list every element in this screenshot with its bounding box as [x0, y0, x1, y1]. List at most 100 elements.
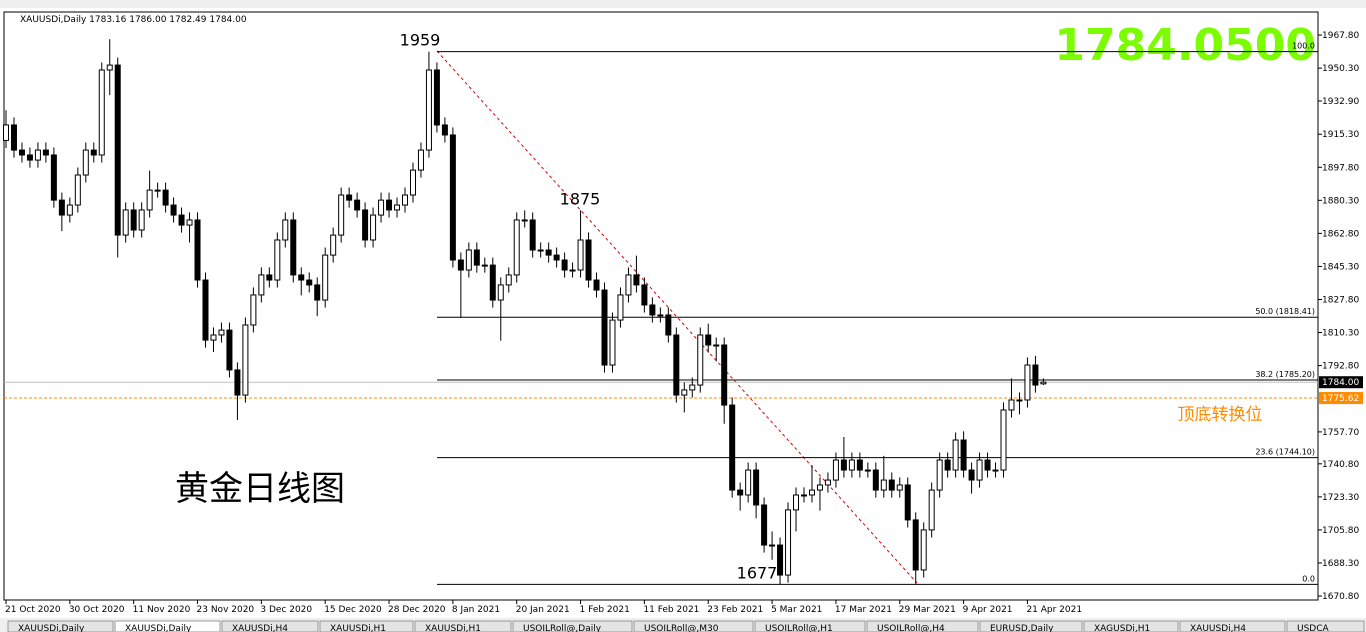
candle-body: [960, 439, 967, 471]
tab-label[interactable]: XAUUSDi,H1: [425, 624, 481, 632]
tab-label[interactable]: USOILRoll@,H4: [877, 624, 945, 632]
y-tick-label: 1862.80: [1322, 229, 1359, 239]
candle-body: [856, 459, 863, 471]
candle-body: [785, 509, 792, 576]
candle-body: [18, 149, 25, 156]
tab[interactable]: [1286, 620, 1365, 632]
fib-label: 50.0 (1818.41): [1255, 307, 1315, 316]
tab[interactable]: [633, 620, 754, 632]
candle-body: [721, 344, 728, 406]
tab[interactable]: [1179, 620, 1286, 632]
tab[interactable]: [319, 620, 414, 632]
candle-body: [537, 249, 544, 252]
chart-header: XAUUSDi,Daily 1783.16 1786.00 1782.49 17…: [20, 15, 247, 25]
tab[interactable]: [221, 620, 319, 632]
y-tick-label: 1810.30: [1322, 329, 1359, 339]
fib-label: 38.2 (1785.20): [1255, 370, 1315, 379]
tab[interactable]: [7, 620, 114, 632]
y-tick-label: 1740.80: [1322, 460, 1359, 470]
tab-label[interactable]: XAUUSDi,H4: [1190, 624, 1246, 632]
x-tick-label: 23 Nov 2020: [197, 605, 255, 615]
candle-body: [665, 314, 672, 336]
candle-body: [545, 249, 552, 256]
candle-body: [386, 199, 393, 211]
candle-body: [840, 459, 847, 471]
candle-body: [697, 334, 704, 386]
tab-label[interactable]: USOILRoll@,Daily: [523, 624, 602, 632]
candle-body: [561, 259, 568, 271]
tab[interactable]: [114, 620, 221, 632]
tab-label[interactable]: USOILRoll@,M30: [644, 624, 719, 632]
x-tick-label: 29 Mar 2021: [899, 605, 956, 615]
candle-body: [234, 369, 241, 396]
x-tick-label: 17 Mar 2021: [835, 605, 892, 615]
y-tick-label: 1932.90: [1322, 97, 1359, 107]
y-tick-label: 1845.30: [1322, 262, 1359, 272]
candle-body: [194, 219, 201, 281]
y-tick-label: 1880.30: [1322, 196, 1359, 206]
tab[interactable]: [1083, 620, 1179, 632]
candle-body: [729, 404, 736, 491]
tab-label[interactable]: XAUUSDi,H1: [330, 624, 386, 632]
candle-body: [777, 544, 784, 576]
tab[interactable]: [979, 620, 1083, 632]
candle-body: [154, 189, 161, 192]
tab-label[interactable]: XAUUSDi,Daily: [18, 624, 85, 632]
fib-label: 100.0: [1292, 42, 1315, 51]
candle-body: [801, 494, 807, 497]
y-tick-label: 1688.30: [1322, 559, 1359, 569]
candle-body: [34, 149, 41, 161]
candle-body: [633, 274, 640, 286]
candle-body: [354, 199, 361, 211]
candle-body: [761, 504, 768, 546]
y-tick-label: 1705.80: [1322, 526, 1359, 536]
candle-body: [880, 479, 887, 491]
candle-body: [824, 479, 831, 486]
candle-body: [10, 124, 17, 151]
tab-label[interactable]: USDCA: [1297, 624, 1330, 632]
candle-body: [138, 209, 145, 231]
candle-body: [162, 189, 169, 206]
candle-body: [306, 279, 313, 286]
tab[interactable]: [866, 620, 979, 632]
candle-body: [122, 209, 129, 236]
tab-label[interactable]: XAGUSDi,H1: [1094, 624, 1150, 632]
candle-body: [952, 439, 959, 471]
candle-body: [625, 274, 632, 296]
candle-body: [657, 314, 664, 317]
x-tick-label: 21 Apr 2021: [1026, 605, 1082, 615]
candle-body: [1024, 364, 1031, 401]
candle-body: [1000, 409, 1007, 471]
tab[interactable]: [414, 620, 512, 632]
candle-body: [745, 469, 752, 496]
candle-body: [457, 259, 464, 271]
candle-body: [705, 334, 712, 346]
candle-body: [465, 249, 472, 271]
y-tick-label: 1915.30: [1322, 130, 1359, 140]
tab-label[interactable]: USOILRoll@,H1: [765, 624, 833, 632]
candle-body: [298, 274, 305, 281]
candle-body: [992, 469, 999, 472]
candle-body: [82, 149, 89, 176]
x-tick-label: 1 Feb 2021: [580, 605, 630, 615]
candle-body: [394, 204, 401, 211]
candle-body: [585, 239, 592, 281]
candle-body: [1008, 399, 1015, 411]
tab-label[interactable]: XAUUSDi,Daily: [125, 624, 192, 632]
y-tick-label: 1827.80: [1322, 295, 1359, 305]
level-text: 顶底转换位: [1178, 405, 1263, 425]
y-tick-label: 1967.80: [1322, 31, 1359, 41]
tab-label[interactable]: EURUSD,Daily: [990, 624, 1054, 632]
candle-body: [936, 459, 943, 491]
candle-body: [170, 204, 177, 216]
price-box: [1319, 376, 1363, 389]
tab[interactable]: [754, 620, 866, 632]
tab[interactable]: [512, 620, 633, 632]
candle-body: [425, 69, 432, 151]
candle-body: [26, 154, 33, 161]
candle-body: [74, 174, 81, 206]
candle-body: [58, 199, 65, 216]
tab-label[interactable]: XAUUSDi,H4: [232, 624, 288, 632]
candle-body: [609, 319, 616, 366]
